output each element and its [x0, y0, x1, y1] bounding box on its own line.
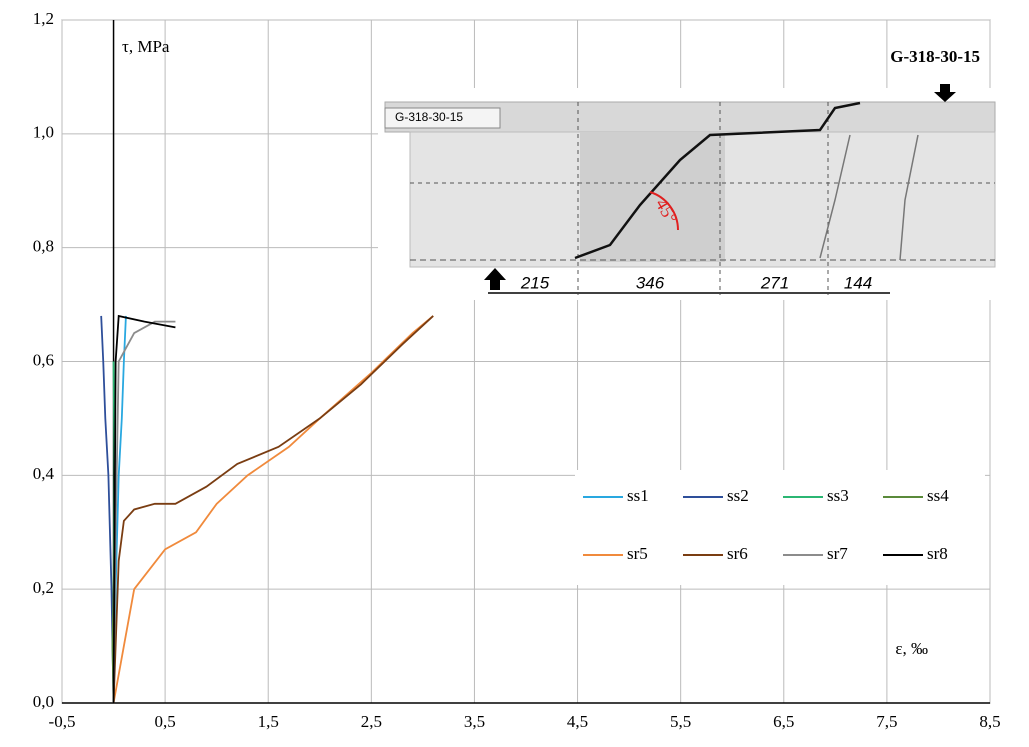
x-tick-label: -0,5 — [49, 712, 76, 731]
inset-dimension: 215 — [520, 273, 550, 292]
chart-title: G-318-30-15 — [890, 47, 980, 66]
legend-label: ss3 — [827, 486, 849, 505]
legend-label: sr5 — [627, 544, 648, 563]
y-tick-label: 0,2 — [33, 578, 54, 597]
x-tick-label: 4,5 — [567, 712, 588, 731]
x-tick-label: 8,5 — [979, 712, 1000, 731]
legend-label: sr6 — [727, 544, 748, 563]
series-line — [100, 315, 115, 704]
x-tick-label: 3,5 — [464, 712, 485, 731]
y-tick-label: 1,2 — [33, 9, 54, 28]
x-tick-label: 0,5 — [154, 712, 175, 731]
series-line — [112, 314, 176, 704]
legend-label: ss4 — [927, 486, 949, 505]
inset-dimension: 144 — [844, 273, 872, 292]
inset-dimension: 346 — [636, 273, 665, 292]
y-tick-label: 1,0 — [33, 123, 54, 142]
inset-dimension: 271 — [760, 273, 789, 292]
legend-label: ss2 — [727, 486, 749, 505]
x-tick-label: 6,5 — [773, 712, 794, 731]
y-axis-label: τ, MPa — [122, 37, 170, 56]
legend-label: ss1 — [627, 486, 649, 505]
legend — [575, 470, 985, 585]
x-tick-label: 1,5 — [258, 712, 279, 731]
y-tick-label: 0,4 — [33, 464, 55, 483]
x-tick-label: 2,5 — [361, 712, 382, 731]
x-axis-label: ε, ‰ — [895, 639, 928, 658]
x-tick-label: 5,5 — [670, 712, 691, 731]
y-tick-label: 0,6 — [33, 350, 54, 369]
series-line — [112, 315, 434, 704]
y-tick-label: 0,8 — [33, 237, 54, 256]
legend-label: sr7 — [827, 544, 848, 563]
inset-photo: G-318-30-15 45° 215 346 271 144 — [378, 84, 996, 300]
y-tick-label: 0,0 — [33, 692, 54, 711]
x-tick-label: 7,5 — [876, 712, 897, 731]
inset-label: G-318-30-15 — [395, 110, 463, 124]
series-line — [112, 315, 434, 704]
legend-label: sr8 — [927, 544, 948, 563]
